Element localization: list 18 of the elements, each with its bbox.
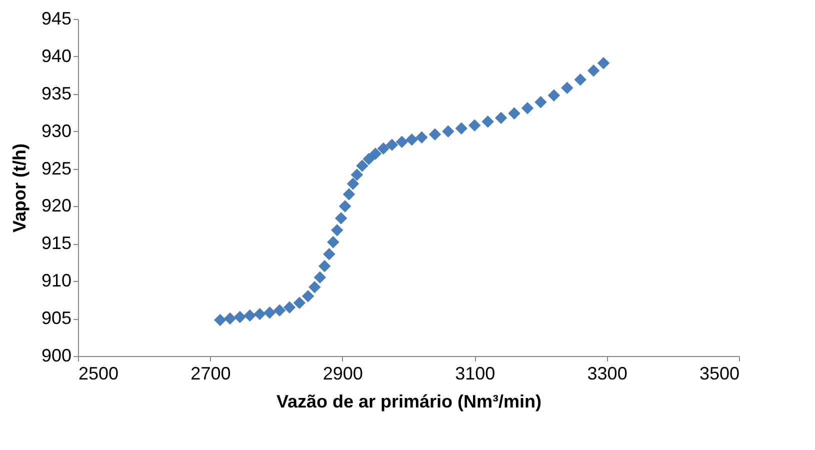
x-tick-label: 3500 xyxy=(699,364,740,384)
y-tick-label: 920 xyxy=(41,196,72,216)
y-tick-label: 935 xyxy=(41,83,72,104)
x-tick-label: 3300 xyxy=(587,364,628,384)
y-tick-label: 930 xyxy=(41,120,72,141)
y-tick-label: 905 xyxy=(41,308,72,328)
x-tick-label: 2700 xyxy=(190,364,231,384)
y-tick-label: 940 xyxy=(41,46,72,66)
y-axis-title: Vapor (t/h) xyxy=(9,143,30,232)
y-tick-label: 915 xyxy=(41,233,72,254)
x-tick-label: 2500 xyxy=(78,364,119,384)
y-tick-label: 925 xyxy=(41,158,72,178)
x-tick-label: 2900 xyxy=(322,364,363,384)
x-axis-title: Vazão de ar primário (Nm³/min) xyxy=(276,392,542,412)
y-tick-label: 910 xyxy=(41,270,72,291)
y-tick-label: 945 xyxy=(41,8,72,28)
y-tick-label: 900 xyxy=(41,346,72,366)
x-tick-label: 3100 xyxy=(455,364,496,384)
